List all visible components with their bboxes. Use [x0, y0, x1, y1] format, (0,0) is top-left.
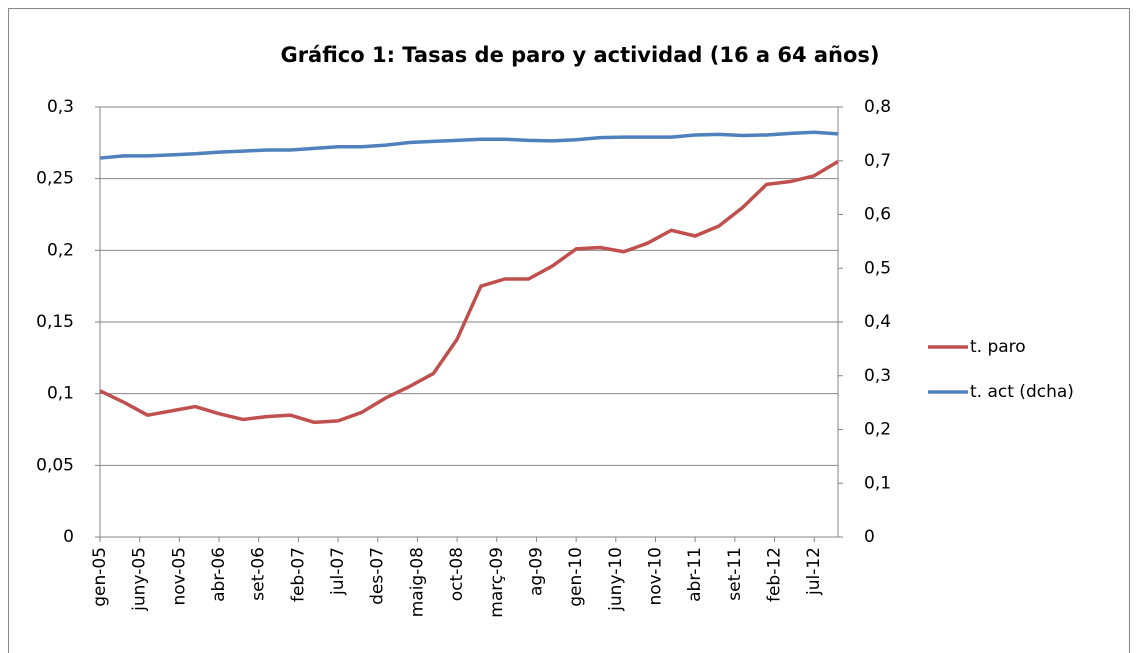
y-tick-label: 0,2 — [47, 240, 74, 260]
y-tick-label: 0,25 — [36, 169, 74, 189]
series-line — [99, 159, 839, 425]
x-tick-label: gen-10 — [566, 547, 586, 607]
y2-tick-label: 0,6 — [864, 205, 891, 225]
x-tick-label: feb-12 — [765, 547, 785, 602]
x-tick-label: set-06 — [249, 547, 269, 601]
x-tick-label: jul-12 — [804, 547, 824, 596]
y2-tick-label: 0,4 — [864, 312, 891, 332]
y2-tick-label: 0 — [864, 527, 875, 547]
x-tick-label: abr-11 — [685, 547, 705, 602]
legend-label: t. act (dcha) — [970, 382, 1074, 402]
x-tick-label: maig-08 — [407, 547, 427, 617]
y2-tick-label: 0,2 — [864, 420, 891, 440]
y2-tick-label: 0,3 — [864, 366, 891, 386]
x-tick-label: nov-05 — [169, 547, 189, 606]
y-tick-label: 0,1 — [47, 384, 74, 404]
y-tick-label: 0 — [63, 527, 74, 547]
y-tick-label: 0,15 — [36, 312, 74, 332]
y-tick-label: 0,05 — [36, 455, 74, 475]
chart-title: Gráfico 1: Tasas de paro y actividad (16… — [280, 43, 879, 67]
y-tick-label: 0,3 — [47, 97, 74, 117]
x-tick-label: feb-07 — [288, 547, 308, 602]
x-tick-label: gen-05 — [90, 547, 110, 607]
y2-tick-label: 0,8 — [864, 97, 891, 117]
chart-frame — [8, 8, 1130, 653]
y2-tick-label: 0,7 — [864, 151, 891, 171]
x-tick-label: jul-07 — [328, 547, 348, 596]
legend-label: t. paro — [970, 337, 1026, 357]
x-tick-label: abr-06 — [209, 547, 229, 602]
x-tick-label: oct-08 — [447, 547, 467, 601]
x-tick-label: des-07 — [368, 547, 388, 605]
series-line — [99, 130, 839, 160]
x-tick-label: juny-05 — [130, 547, 150, 612]
y2-tick-label: 0,1 — [864, 473, 891, 493]
x-tick-label: ag-09 — [526, 547, 546, 596]
x-tick-label: març-09 — [487, 547, 507, 618]
x-tick-label: juny-10 — [606, 547, 626, 612]
y2-tick-label: 0,5 — [864, 258, 891, 278]
x-tick-label: nov-10 — [645, 547, 665, 606]
x-tick-label: set-11 — [725, 547, 745, 601]
